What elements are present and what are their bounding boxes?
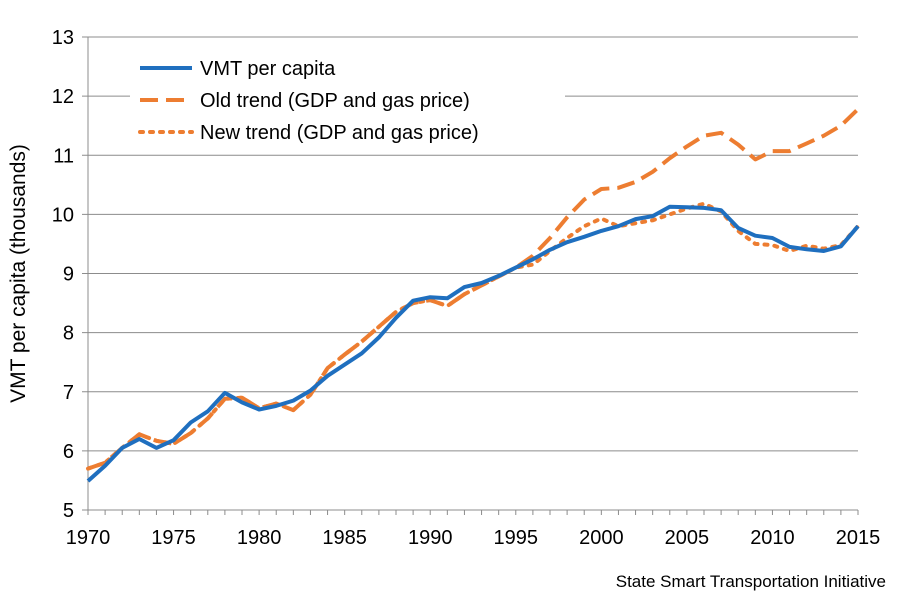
x-tick-label: 1980	[237, 527, 282, 549]
x-tick-label: 1985	[322, 527, 367, 549]
x-tick-label: 2000	[579, 527, 624, 549]
legend-label: Old trend (GDP and gas price)	[200, 90, 470, 112]
y-tick-label: 13	[52, 27, 74, 49]
series-line-solid	[86, 204, 860, 483]
y-tick-label: 8	[63, 323, 74, 345]
y-tick-label: 9	[63, 264, 74, 286]
y-tick-label: 11	[53, 145, 74, 167]
y-tick-label: 7	[63, 382, 74, 404]
axes	[82, 36, 859, 515]
x-tick-label: 2005	[665, 527, 710, 549]
x-tick-label: 1990	[408, 527, 453, 549]
y-tick-label: 10	[52, 204, 74, 226]
x-tick-label: 1995	[494, 527, 539, 549]
x-tick-label: 2010	[750, 527, 795, 549]
y-tick-label: 5	[63, 500, 74, 522]
legend-label: New trend (GDP and gas price)	[200, 122, 479, 144]
y-axis-title: VMT per capita (thousands)	[7, 144, 30, 403]
x-tick-label: 1975	[151, 527, 196, 549]
legend: VMT per capita Old trend (GDP and gas pri…	[130, 46, 565, 154]
x-tick-labels: 1970 1975 1980 1985 1990 1995 2000 2005 2010 2015	[66, 527, 881, 549]
legend-background	[130, 46, 565, 154]
y-tick-label: 6	[63, 441, 74, 463]
y-tick-labels: 5 6 7 8 9 10 11 12 13	[52, 27, 74, 522]
x-tick-label: 2015	[836, 527, 881, 549]
series-lines	[86, 107, 860, 483]
series-line-dotted	[86, 201, 860, 471]
source-credit: State Smart Transportation Initiative	[615, 572, 886, 591]
legend-label: VMT per capita	[200, 58, 336, 80]
x-tick-label: 1970	[66, 527, 111, 549]
y-tick-label: 12	[52, 86, 74, 108]
